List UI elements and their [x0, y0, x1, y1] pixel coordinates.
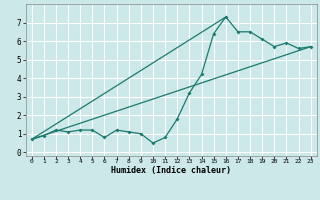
X-axis label: Humidex (Indice chaleur): Humidex (Indice chaleur) — [111, 166, 231, 175]
